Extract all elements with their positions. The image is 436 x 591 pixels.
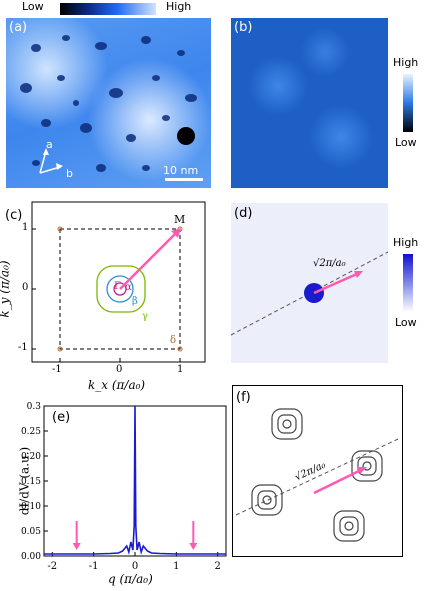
top-colorbar xyxy=(60,3,156,15)
point-m-label: M xyxy=(174,213,186,226)
brillouin-zone xyxy=(59,228,181,350)
alpha-pocket xyxy=(113,282,127,296)
q-vector-arrow xyxy=(119,231,178,290)
e-xlabel: q (π/a₀) xyxy=(108,572,153,586)
e-ylabel: dI/dV (a.u.) xyxy=(17,446,32,516)
line-chart: 0.00 0.05 0.10 0.15 0.20 0.25 0.3 -2 -1 0 1 2 xyxy=(21,402,227,572)
qpi-pocket-group xyxy=(251,408,383,542)
panel-e-label: (e) xyxy=(52,410,71,425)
axis-b-label: b xyxy=(66,167,73,180)
x-tick-label: -2 xyxy=(47,561,57,572)
y-tick-label: 0.3 xyxy=(27,402,42,412)
c-ytick-0: 1 xyxy=(22,222,29,233)
panel-d-label: (d) xyxy=(234,206,253,221)
y-tick-label: 0.20 xyxy=(21,452,41,462)
plot-frame xyxy=(31,201,206,363)
gamma-label: γ xyxy=(142,311,148,322)
gamma-pocket xyxy=(96,265,146,313)
fft-image xyxy=(231,203,388,363)
c-xtick-2: 1 xyxy=(177,364,184,375)
colorbar-high-label: High xyxy=(166,0,192,13)
colorbar-low-label: Low xyxy=(22,0,44,13)
simulated-qpi-plot xyxy=(232,385,403,557)
lattice-axes-icon xyxy=(39,148,63,174)
y-tick-label: 0.25 xyxy=(21,427,41,437)
c-ylabel: k_y (π/a₀) xyxy=(0,260,12,318)
colorbar-b-high: High xyxy=(393,56,419,69)
stm-topography-image xyxy=(6,18,211,188)
panel-f-label: (f) xyxy=(236,390,251,405)
y-tick-label: 0.00 xyxy=(21,552,41,562)
colorbar-d-low: Low xyxy=(395,316,417,329)
fft-vector-label: √2π/a₀ xyxy=(313,258,346,269)
large-defect xyxy=(177,127,195,145)
colorbar-b-low: Low xyxy=(395,136,417,149)
c-ytick-2: -1 xyxy=(18,342,28,353)
panel-a-label: (a) xyxy=(9,20,28,35)
series-line xyxy=(44,405,226,555)
delta-label: δ xyxy=(170,335,177,346)
beta-pocket xyxy=(106,275,134,303)
fermi-surface-plot xyxy=(31,201,206,363)
c-ytick-1: 0 xyxy=(22,282,29,293)
q-arrow-head xyxy=(189,543,198,550)
scale-bar xyxy=(165,178,203,181)
axis-a-label: a xyxy=(46,138,53,151)
scale-bar-label: 10 nm xyxy=(163,164,199,177)
f-q-vector xyxy=(313,467,364,495)
topography-defects xyxy=(20,35,197,172)
x-tick-label: -1 xyxy=(89,561,99,572)
panel-b-label: (b) xyxy=(234,20,253,35)
colorbar-d-high: High xyxy=(393,236,419,249)
panel-c-label: (c) xyxy=(5,208,23,223)
x-tick-label: 0 xyxy=(132,561,138,572)
x-tick-label: 2 xyxy=(215,561,221,572)
alpha-label: α xyxy=(125,282,132,293)
point-gamma-label: Γ xyxy=(114,281,121,292)
c-xtick-0: -1 xyxy=(52,364,62,375)
c-xlabel: k_x (π/a₀) xyxy=(88,378,146,392)
fft-q-vector xyxy=(313,271,360,295)
colorbar-b xyxy=(403,74,413,132)
y-tick-label: 0.10 xyxy=(21,502,41,512)
colorbar-d xyxy=(403,254,413,312)
f-frame xyxy=(232,385,403,557)
x-tick-label: 1 xyxy=(173,561,179,572)
beta-label: β xyxy=(132,296,138,307)
dos-map-image xyxy=(231,18,388,188)
c-xtick-1: 0 xyxy=(116,364,123,375)
y-tick-label: 0.15 xyxy=(21,477,41,487)
q-arrow-head xyxy=(72,543,81,550)
y-tick-label: 0.05 xyxy=(21,527,41,537)
